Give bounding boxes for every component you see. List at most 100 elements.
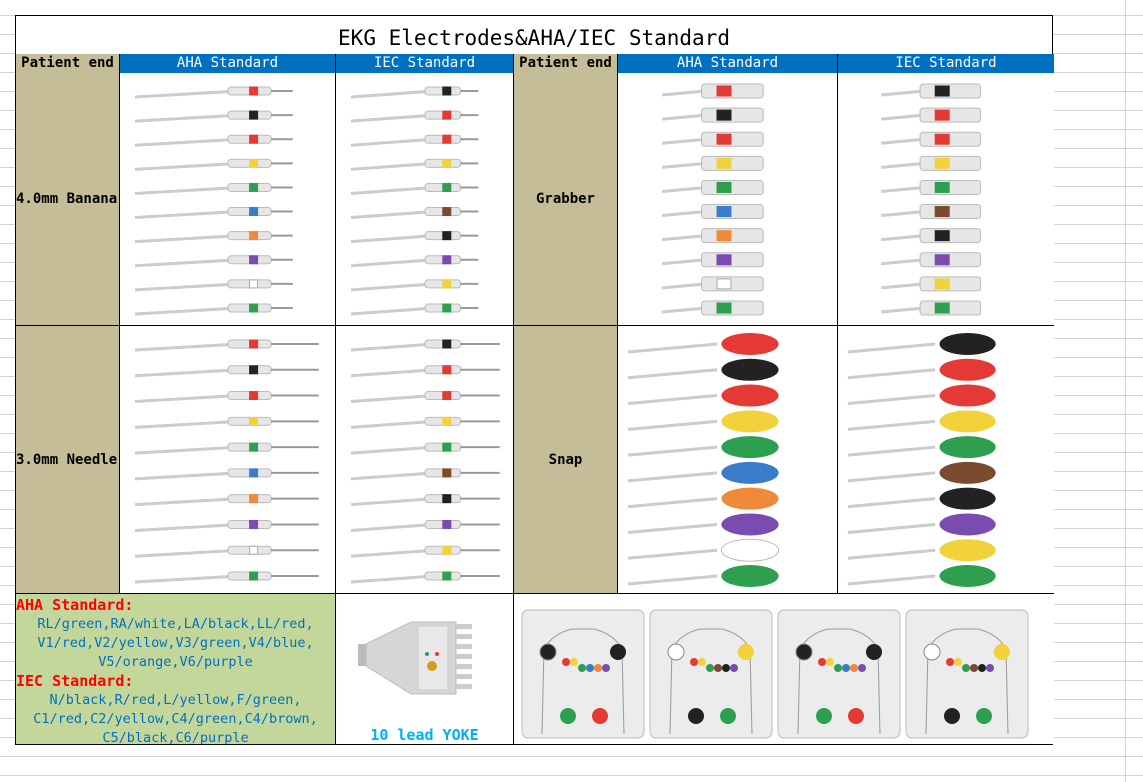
aha-grabber-image [618, 73, 838, 326]
iec-legend-line: C5/black,C6/purple [102, 730, 249, 744]
lead-wire [661, 179, 764, 195]
header-aha-2: AHA Standard [618, 54, 838, 73]
lead-wire [134, 255, 293, 268]
lead-wire [134, 86, 293, 99]
lead-wire [847, 436, 996, 459]
lead-wire [847, 513, 996, 536]
header-patient-end-2: Patient end [514, 54, 618, 73]
lead-wire [847, 410, 996, 433]
standards-legend: AHA Standard: RL/green,RA/white,LA/black… [16, 594, 336, 744]
lead-wire [627, 538, 780, 562]
lead-wire [881, 131, 982, 147]
aha-snap-image [618, 326, 838, 594]
lead-wire [350, 303, 479, 316]
lead-wire [847, 333, 996, 355]
lead-wire [134, 494, 319, 507]
header-aha: AHA Standard [120, 54, 336, 73]
lead-wire [350, 391, 500, 404]
lead-wire [661, 107, 764, 123]
banana-label: 4.0mm Banana [16, 73, 120, 326]
lead-wire [881, 179, 982, 195]
lead-wire [350, 494, 500, 507]
lead-wire [134, 279, 293, 292]
lead-wire [134, 110, 293, 123]
aha-banana-image [120, 73, 336, 326]
lead-wire [350, 339, 500, 352]
lead-wire [350, 255, 479, 268]
lead-wire [661, 83, 764, 99]
lead-wire [661, 155, 764, 171]
electrode-standard-sheet: EKG Electrodes&AHA/IEC Standard Patient … [15, 15, 1054, 745]
lead-wire [881, 300, 982, 316]
yoke-label: 10 lead YOKE [370, 726, 479, 744]
lead-illustration [847, 333, 996, 587]
aha-legend-line: RL/green,RA/white,LA/black,LL/red, [37, 616, 314, 632]
aha-legend-line: V5/orange,V6/purple [98, 654, 253, 670]
lead-wire [350, 207, 479, 220]
lead-wire [134, 339, 319, 352]
aha-legend-line: V1/red,V2/yellow,V3/green,V4/blue, [37, 635, 314, 651]
yoke-cell: 10 lead YOKE [336, 594, 514, 744]
lead-wire [627, 358, 779, 381]
lead-wire [134, 158, 293, 171]
lead-wire [627, 565, 779, 587]
lead-wire [847, 539, 996, 562]
lead-wire [350, 545, 500, 558]
lead-wire [661, 276, 764, 292]
iec-needle-image [336, 326, 514, 594]
lead-wire [847, 487, 996, 510]
lead-wire [847, 358, 996, 381]
lead-wire [134, 545, 319, 558]
lead-illustration [134, 339, 319, 584]
lead-illustration [627, 333, 780, 587]
grabber-label: Grabber [514, 73, 618, 326]
lead-wire [661, 131, 764, 147]
lead-wire [134, 571, 319, 584]
lead-wire [350, 231, 479, 244]
lead-wire [350, 571, 500, 584]
lead-wire [350, 182, 479, 195]
lead-illustration [134, 86, 293, 316]
lead-wire [350, 110, 479, 123]
electrode-placement-image [521, 609, 1029, 739]
lead-illustration [661, 83, 764, 316]
placement-diagrams [514, 594, 1054, 744]
lead-wire [627, 513, 779, 536]
lead-wire [881, 107, 982, 123]
iec-legend-title: IEC Standard: [16, 672, 134, 690]
yoke-image [358, 621, 472, 695]
snap-label: Snap [514, 326, 618, 594]
lead-wire [881, 276, 982, 292]
lead-illustration [881, 83, 982, 316]
lead-wire [661, 228, 764, 244]
lead-wire [350, 519, 500, 532]
lead-wire [627, 333, 779, 355]
lead-wire [661, 252, 764, 268]
lead-wire [134, 231, 293, 244]
lead-illustration [350, 339, 500, 584]
header-iec-2: IEC Standard [838, 54, 1054, 73]
iec-snap-image [838, 326, 1054, 594]
lead-wire [627, 410, 779, 433]
iec-legend-line: C1/red,C2/yellow,C4/green,C4/brown, [33, 711, 318, 727]
lead-wire [134, 442, 319, 455]
lead-wire [134, 416, 319, 429]
lead-wire [134, 303, 293, 316]
lead-wire [134, 391, 319, 404]
iec-legend-line: N/black,R/red,L/yellow,F/green, [49, 692, 302, 708]
lead-wire [350, 279, 479, 292]
aha-legend-title: AHA Standard: [16, 596, 134, 614]
lead-wire [350, 86, 479, 99]
lead-wire [134, 207, 293, 220]
header-patient-end: Patient end [16, 54, 120, 73]
torso-diagram [521, 609, 645, 739]
lead-wire [847, 384, 996, 407]
iec-grabber-image [838, 73, 1054, 326]
lead-wire [134, 519, 319, 532]
lead-wire [847, 461, 996, 484]
lead-wire [847, 565, 996, 587]
page-title: EKG Electrodes&AHA/IEC Standard [338, 26, 730, 50]
lead-wire [134, 182, 293, 195]
lead-wire [881, 83, 982, 99]
torso-diagram [905, 609, 1029, 739]
